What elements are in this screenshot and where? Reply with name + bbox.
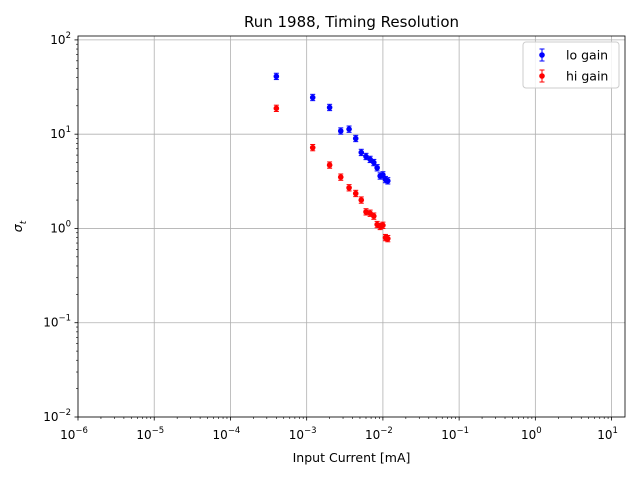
legend-marker: [539, 73, 545, 79]
data-point: [380, 222, 386, 229]
major-ticks: [74, 39, 612, 421]
series-lo-gain: [273, 72, 391, 185]
data-point: [346, 184, 352, 191]
data-point: [273, 105, 280, 112]
y-tick-label: 10−1: [43, 314, 71, 330]
series-hi-gain: [273, 104, 391, 243]
x-tick-label: 10−4: [213, 426, 241, 442]
y-tick-label: 101: [50, 125, 71, 141]
data-point: [337, 174, 344, 180]
data-point: [371, 159, 377, 166]
x-tick-label: 100: [521, 426, 542, 442]
x-tick-label: 10−3: [289, 426, 317, 442]
data-point: [385, 235, 391, 242]
data-point: [273, 73, 280, 80]
legend: lo gain hi gain: [522, 41, 620, 89]
data-point: [374, 164, 380, 171]
data-point: [337, 128, 344, 134]
data-point: [309, 94, 316, 101]
x-tick-label: 10−5: [136, 426, 164, 442]
data-point: [352, 135, 359, 142]
data-point: [309, 144, 316, 151]
y-axis-label: σt: [10, 220, 29, 232]
y-tick-labels: 10−2 10−1 100 101 102: [43, 31, 71, 424]
x-tick-labels: 10−6 10−5 10−4 10−3 10−2 10−1 100 101: [60, 426, 618, 442]
data-point: [367, 156, 373, 163]
data-point: [358, 149, 365, 156]
legend-box: [522, 41, 620, 89]
data-point: [371, 213, 377, 219]
data-points: [273, 72, 391, 243]
chart-title: Run 1988, Timing Resolution: [244, 13, 459, 31]
legend-label: hi gain: [566, 69, 608, 84]
data-point: [346, 126, 352, 132]
y-tick-label: 10−2: [43, 408, 71, 424]
data-point: [385, 178, 391, 184]
x-axis-label: Input Current [mA]: [293, 450, 411, 465]
data-point: [352, 190, 359, 197]
data-point: [363, 153, 369, 160]
y-tick-label: 102: [50, 31, 71, 47]
data-point: [358, 197, 365, 203]
data-point: [326, 162, 333, 168]
data-point: [326, 104, 333, 111]
plot-frame: [77, 35, 626, 418]
x-tick-label: 10−2: [365, 426, 393, 442]
legend-marker: [539, 52, 545, 58]
y-tick-label: 100: [50, 219, 71, 235]
x-tick-label: 10−6: [60, 426, 88, 442]
x-tick-label: 101: [597, 426, 618, 442]
legend-label: lo gain: [566, 48, 608, 63]
x-tick-label: 10−1: [441, 426, 469, 442]
